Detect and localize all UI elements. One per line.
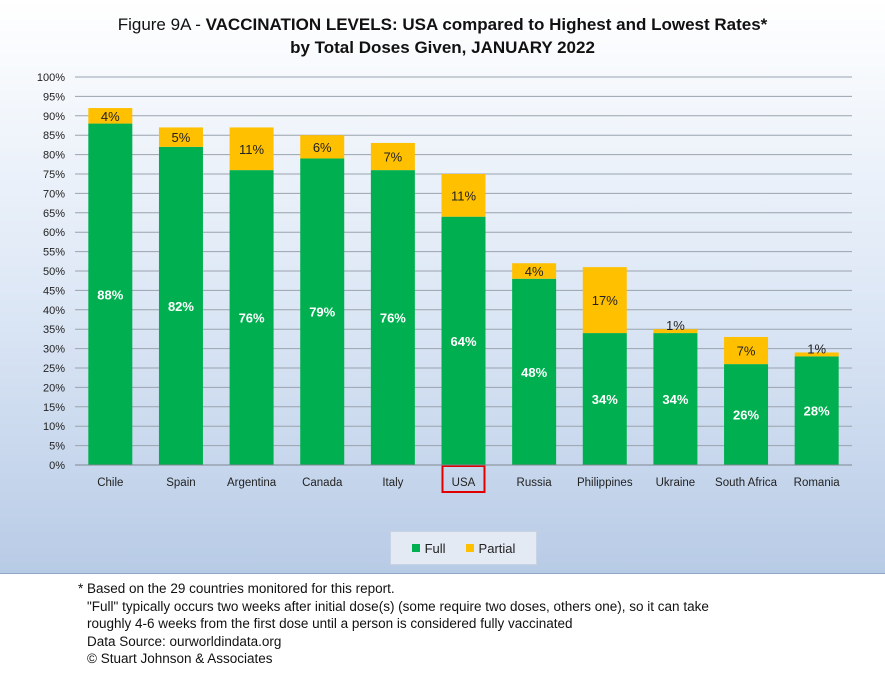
legend-label-full: Full <box>424 540 446 556</box>
data-label-full: 26% <box>733 408 759 423</box>
y-tick-label: 10% <box>43 421 65 433</box>
bar-full <box>512 278 557 465</box>
data-label-partial: 7% <box>737 344 756 359</box>
x-tick-label: Ukraine <box>656 477 696 489</box>
bar-full <box>229 170 274 465</box>
legend-item-partial: Partial <box>465 540 516 556</box>
title-bold: VACCINATION LEVELS: USA compared to High… <box>205 15 768 34</box>
data-label-partial: 1% <box>666 318 685 333</box>
x-tick-label: Spain <box>166 477 195 489</box>
y-tick-label: 85% <box>43 130 65 142</box>
bar-full <box>370 170 415 465</box>
x-tick-label: South Africa <box>715 477 778 489</box>
y-tick-label: 15% <box>43 402 65 414</box>
bar-partial <box>300 135 345 159</box>
y-tick-label: 95% <box>43 91 65 103</box>
footnote-full-definition: "Full" typically occurs two weeks after … <box>87 598 709 614</box>
y-tick-label: 60% <box>43 227 65 239</box>
data-label-full: 79% <box>309 305 335 320</box>
data-label-full: 34% <box>662 392 688 407</box>
y-tick-label: 20% <box>43 382 65 394</box>
data-label-full: 76% <box>239 311 265 326</box>
y-tick-label: 55% <box>43 247 65 259</box>
bar-full <box>300 158 345 466</box>
y-tick-label: 0% <box>49 460 65 472</box>
bar-partial <box>229 127 274 171</box>
legend-item-full: Full <box>411 540 446 556</box>
data-label-full: 76% <box>380 311 406 326</box>
data-label-partial: 7% <box>383 150 402 165</box>
legend-swatch-partial <box>465 544 474 552</box>
bar-partial <box>158 127 203 147</box>
bar-partial <box>653 329 698 334</box>
title-line2: by Total Doses Given, JANUARY 2022 <box>290 38 595 57</box>
data-label-partial: 11% <box>239 142 264 157</box>
data-label-full: 48% <box>521 365 547 380</box>
y-tick-label: 40% <box>43 305 65 317</box>
legend: Full Partial <box>390 531 537 565</box>
x-tick-label: USA <box>452 477 476 489</box>
data-label-partial: 4% <box>525 264 544 279</box>
stacked-bar-chart: 0% 5% 10% 15% 20% 25% 30% 35% 40% 45% 50% 55% 60% 65%… <box>37 72 852 493</box>
footnote-copyright: © Stuart Johnson & Associates <box>87 651 273 666</box>
bar-full <box>158 146 203 465</box>
bar-full <box>653 333 698 465</box>
highlight-box <box>441 465 486 493</box>
bar-partial <box>441 174 486 217</box>
footnotes: * Based on the 29 countries monitored fo… <box>78 580 878 668</box>
data-label-partial: 11% <box>451 188 476 203</box>
bar-partial <box>724 336 769 365</box>
legend-swatch-full <box>411 544 420 552</box>
bar-full <box>794 356 839 465</box>
y-tick-label: 75% <box>43 169 65 181</box>
data-label-partial: 6% <box>313 140 332 155</box>
data-label-full: 88% <box>97 287 123 302</box>
bar-full <box>88 123 133 465</box>
bar-partial <box>370 142 415 171</box>
y-tick-label: 30% <box>43 344 65 356</box>
data-label-full: 28% <box>804 404 830 419</box>
x-tick-label: Argentina <box>227 477 277 489</box>
footnote-full-definition-cont: roughly 4-6 weeks from the first dose un… <box>87 616 573 631</box>
x-tick-label: Russia <box>517 477 553 489</box>
data-label-partial: 4% <box>101 109 120 124</box>
legend-label-partial: Partial <box>478 540 516 556</box>
x-tick-label: Canada <box>302 477 343 489</box>
data-label-partial: 17% <box>592 293 618 308</box>
y-tick-label: 90% <box>43 111 65 123</box>
bar-partial <box>512 263 557 279</box>
x-tick-label: Romania <box>794 477 841 489</box>
y-tick-label: 5% <box>49 441 65 453</box>
data-label-full: 64% <box>450 334 476 349</box>
data-label-full: 34% <box>592 392 618 407</box>
x-tick-label: Chile <box>97 477 123 489</box>
data-label-partial: 5% <box>172 130 191 145</box>
y-tick-label: 25% <box>43 363 65 375</box>
y-tick-label: 50% <box>43 266 65 278</box>
y-tick-label: 80% <box>43 150 65 162</box>
bar-full <box>582 333 627 465</box>
footnote-asterisk: * Based on the 29 countries monitored fo… <box>78 581 395 596</box>
y-tick-label: 70% <box>43 188 65 200</box>
bar-full <box>724 364 769 465</box>
bar-full <box>441 216 486 465</box>
footnote-data-source: Data Source: ourworldindata.org <box>87 633 282 649</box>
y-tick-label: 35% <box>43 324 65 336</box>
title-prefix: Figure 9A - <box>117 15 206 34</box>
chart-panel: Figure 9A - VACCINATION LEVELS: USA comp… <box>0 0 885 574</box>
chart-title: Figure 9A - VACCINATION LEVELS: USA comp… <box>0 13 885 59</box>
y-tick-label: 100% <box>37 72 65 84</box>
data-label-full: 82% <box>168 299 194 314</box>
x-tick-label: Philippines <box>577 477 633 489</box>
bar-partial <box>88 108 133 124</box>
data-label-partial: 1% <box>807 341 826 356</box>
bar-partial <box>794 352 839 357</box>
x-tick-label: Italy <box>382 477 403 489</box>
y-tick-label: 65% <box>43 208 65 220</box>
bar-partial <box>582 267 627 334</box>
y-tick-label: 45% <box>43 285 65 297</box>
